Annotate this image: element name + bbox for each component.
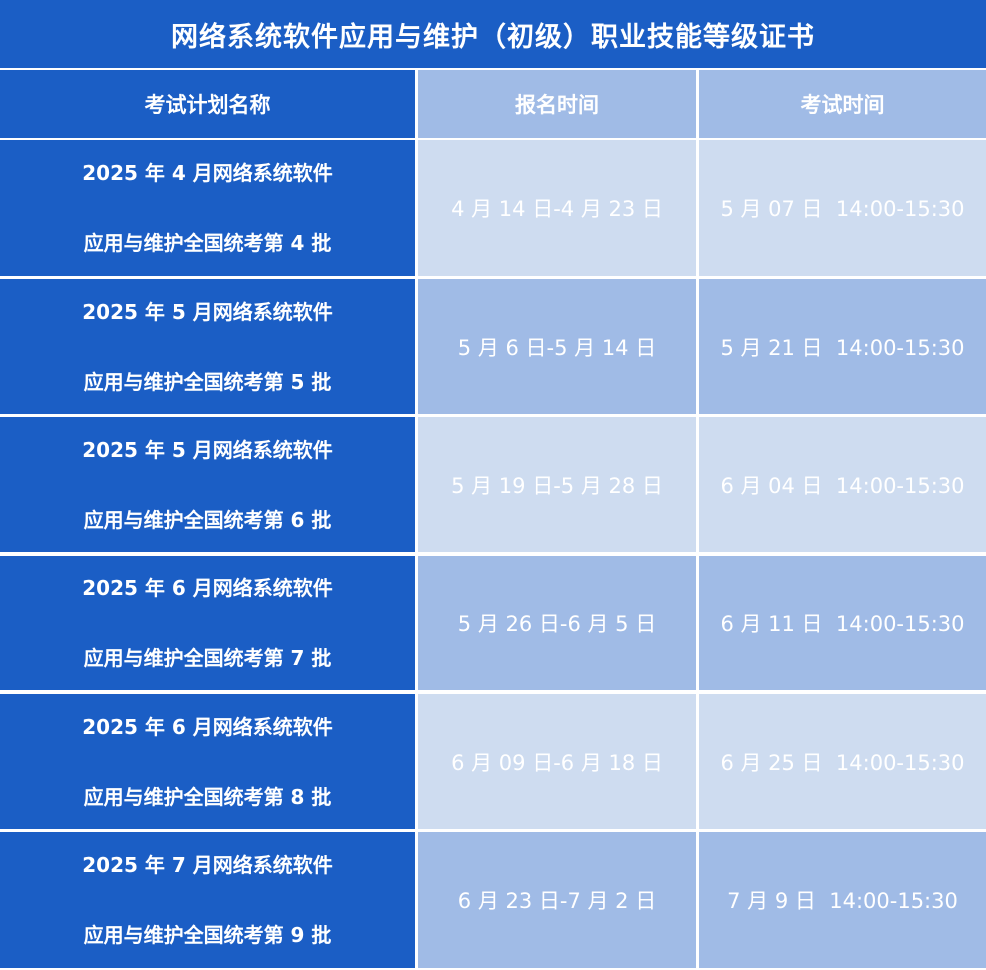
plan-name-cell: 2025 年 5 月网络系统软件 应用与维护全国统考第 6 批	[0, 417, 415, 552]
plan-name-line1: 2025 年 7 月网络系统软件	[82, 853, 333, 877]
plan-name-line2: 应用与维护全国统考第 4 批	[83, 231, 332, 255]
exam-time-cell: 6 月 25 日 14:00-15:30	[699, 694, 986, 829]
registration-time-cell: 4 月 14 日-4 月 23 日	[418, 140, 696, 276]
registration-time-cell: 6 月 23 日-7 月 2 日	[418, 832, 696, 968]
exam-time-cell: 6 月 04 日 14:00-15:30	[699, 417, 986, 552]
exam-time-cell: 7 月 9 日 14:00-15:30	[699, 832, 986, 968]
plan-name-line2: 应用与维护全国统考第 7 批	[83, 646, 332, 670]
header-plan-name: 考试计划名称	[0, 70, 415, 138]
plan-name-line1: 2025 年 6 月网络系统软件	[82, 714, 333, 739]
plan-name-cell: 2025 年 5 月网络系统软件 应用与维护全国统考第 5 批	[0, 279, 415, 414]
plan-name-cell: 2025 年 7 月网络系统软件 应用与维护全国统考第 9 批	[0, 832, 415, 968]
plan-name-line2: 应用与维护全国统考第 8 批	[83, 784, 332, 809]
registration-time-cell: 5 月 6 日-5 月 14 日	[418, 279, 696, 414]
plan-name-cell: 2025 年 6 月网络系统软件 应用与维护全国统考第 8 批	[0, 694, 415, 829]
plan-name-line1: 2025 年 5 月网络系统软件	[82, 437, 333, 462]
plan-name-line2: 应用与维护全国统考第 9 批	[83, 923, 332, 947]
plan-name-line1: 2025 年 6 月网络系统软件	[82, 576, 333, 600]
exam-time-cell: 5 月 07 日 14:00-15:30	[699, 140, 986, 276]
header-registration-time: 报名时间	[418, 70, 696, 138]
plan-name-line2: 应用与维护全国统考第 5 批	[83, 369, 332, 394]
header-exam-time: 考试时间	[699, 70, 986, 138]
exam-time-cell: 5 月 21 日 14:00-15:30	[699, 279, 986, 414]
registration-time-cell: 5 月 26 日-6 月 5 日	[418, 556, 696, 690]
plan-name-cell: 2025 年 6 月网络系统软件 应用与维护全国统考第 7 批	[0, 556, 415, 690]
plan-name-line1: 2025 年 4 月网络系统软件	[82, 161, 333, 185]
plan-name-cell: 2025 年 4 月网络系统软件 应用与维护全国统考第 4 批	[0, 140, 415, 276]
registration-time-cell: 6 月 09 日-6 月 18 日	[418, 694, 696, 829]
plan-name-line1: 2025 年 5 月网络系统软件	[82, 299, 333, 324]
table-title: 网络系统软件应用与维护（初级）职业技能等级证书	[0, 0, 986, 68]
plan-name-line2: 应用与维护全国统考第 6 批	[83, 507, 332, 532]
registration-time-cell: 5 月 19 日-5 月 28 日	[418, 417, 696, 552]
exam-time-cell: 6 月 11 日 14:00-15:30	[699, 556, 986, 690]
